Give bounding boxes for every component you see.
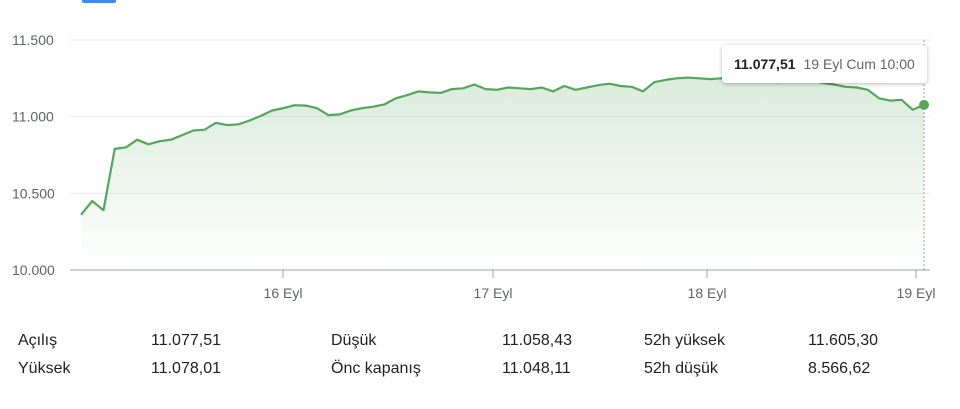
stat-high-label: Yüksek xyxy=(18,360,71,377)
tooltip-time: 19 Eyl Cum 10:00 xyxy=(803,56,915,72)
x-tick-label: 19 Eyl xyxy=(897,285,936,301)
stat-prev-close-label: Önc kapanış xyxy=(331,360,421,377)
stats-table: Açılış 11.077,51 Yüksek 11.078,01 Düşük … xyxy=(0,326,960,386)
x-tick-label: 16 Eyl xyxy=(264,285,303,301)
price-tooltip: 11.077,51 19 Eyl Cum 10:00 xyxy=(722,45,927,83)
stat-open-value: 11.077,51 xyxy=(151,332,221,349)
current-price-dot xyxy=(919,99,929,110)
x-tick-label: 18 Eyl xyxy=(688,285,727,301)
y-tick-label: 10.500 xyxy=(12,185,55,201)
price-area-fill xyxy=(81,77,924,270)
stat-high-value: 11.078,01 xyxy=(151,360,221,377)
y-tick-label: 11.000 xyxy=(12,109,54,125)
x-axis-labels: 16 Eyl 17 Eyl 18 Eyl 19 Eyl xyxy=(264,285,936,301)
selected-range-tab[interactable] xyxy=(82,0,116,3)
stat-52w-high-label: 52h yüksek xyxy=(644,332,725,349)
x-tick-label: 17 Eyl xyxy=(474,285,513,301)
y-tick-label: 10.000 xyxy=(12,262,55,278)
stat-low-label: Düşük xyxy=(331,332,377,349)
y-tick-label: 11.500 xyxy=(12,32,54,48)
stat-prev-close-value: 11.048,11 xyxy=(502,360,571,377)
stat-52w-low-label: 52h düşük xyxy=(644,360,718,377)
y-axis-labels: 11.500 11.000 10.500 10.000 xyxy=(12,32,55,278)
stat-52w-high-value: 11.605,30 xyxy=(808,332,878,349)
stat-low-value: 11.058,43 xyxy=(502,332,572,349)
stat-open-label: Açılış xyxy=(18,332,58,349)
tooltip-value: 11.077,51 xyxy=(734,56,796,72)
stat-52w-low-value: 8.566,62 xyxy=(808,360,871,377)
x-axis-ticks xyxy=(282,270,917,278)
